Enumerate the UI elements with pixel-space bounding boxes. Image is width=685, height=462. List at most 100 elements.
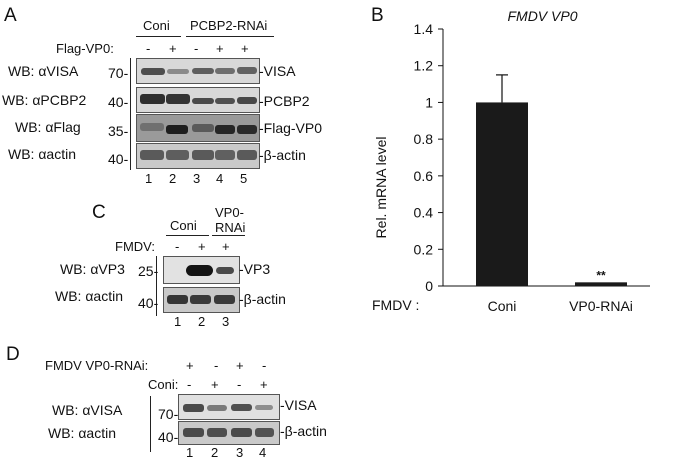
- panel-d-row1-label: FMDV VP0-RNAi:: [45, 358, 149, 373]
- blot-d-actin: [178, 421, 280, 445]
- panel-a-sign-5: +: [241, 41, 249, 56]
- x-tick-label: VP0-RNAi: [569, 298, 633, 314]
- blot-a-pcbp2: [136, 87, 260, 113]
- y-tick-label: 0.2: [414, 241, 434, 257]
- panel-b-letter: B: [371, 5, 384, 26]
- panel-a-lane-5: 5: [240, 171, 248, 186]
- band: [167, 69, 189, 74]
- band: [183, 428, 204, 437]
- panel-c-lane-3: 3: [222, 314, 230, 329]
- panel-a-mw-flag: 35-: [108, 123, 129, 139]
- panel-a-ab-actin: WB: αactin: [8, 146, 76, 162]
- band: [192, 98, 214, 104]
- band: [166, 94, 190, 104]
- panel-d-row1-sign-2: -: [214, 358, 219, 373]
- panel-a-sign-2: +: [169, 41, 177, 56]
- chart-title: FMDV VP0: [507, 8, 577, 24]
- band: [140, 94, 165, 104]
- panel-c-lane-1: 1: [174, 314, 182, 329]
- panel-a-mw-pcbp2: 40-: [108, 94, 129, 110]
- panel-b-row-label: FMDV :: [372, 297, 420, 313]
- panel-a-target-visa: -VISA: [259, 63, 296, 79]
- band: [216, 267, 234, 274]
- panel-d-lane-1: 1: [186, 445, 194, 460]
- band: [255, 405, 273, 410]
- y-tick-label: 1: [425, 94, 433, 110]
- band: [190, 295, 211, 304]
- x-tick-label: Coni: [488, 298, 517, 314]
- panel-c-sign-2: +: [198, 239, 206, 254]
- band: [192, 124, 214, 132]
- panel-c-target-vp3: -VP3: [239, 261, 271, 277]
- panel-d-letter: D: [6, 344, 20, 365]
- panel-c-group-rnai-2: RNAi: [215, 220, 246, 235]
- panel-d-lane-3: 3: [236, 445, 244, 460]
- panel-a-sign-1: -: [146, 41, 151, 56]
- blot-c-actin: [163, 287, 240, 313]
- blot-a-actin: [136, 143, 260, 169]
- panel-a-lane-4: 4: [216, 171, 224, 186]
- panel-c-rnai-underline: [212, 235, 245, 236]
- panel-d-mw-actin: 40-: [158, 429, 179, 445]
- panel-a-sign-4: +: [216, 41, 224, 56]
- panel-d-ab-visa: WB: αVISA: [52, 402, 123, 418]
- panel-d-row2-label: Coni:: [148, 377, 179, 392]
- panel-a-target-actin: -β-actin: [259, 147, 306, 163]
- panel-c-mw-actin: 40-: [138, 295, 159, 311]
- band: [192, 68, 214, 74]
- y-tick-label: 0.6: [414, 168, 434, 184]
- band: [186, 265, 213, 276]
- panel-c-letter: C: [92, 202, 106, 223]
- panel-a-group-rnai: PCBP2-RNAi: [190, 18, 268, 33]
- panel-c-coni-underline: [166, 235, 209, 236]
- panel-a-mw-actin: 40-: [108, 151, 129, 167]
- panel-a-lane-1: 1: [145, 171, 153, 186]
- panel-a-treatment-label: Flag-VP0:: [56, 41, 114, 56]
- panel-d-row2-sign-3: -: [237, 377, 242, 392]
- panel-a-lane-2: 2: [169, 171, 177, 186]
- panel-a-ab-visa: WB: αVISA: [8, 63, 79, 79]
- y-tick-label: 1.2: [414, 58, 434, 74]
- bar: [476, 102, 528, 286]
- blot-d-visa: [178, 394, 280, 420]
- band: [215, 125, 235, 134]
- band: [237, 125, 257, 134]
- band: [237, 67, 257, 74]
- y-tick-label: 0.8: [414, 131, 434, 147]
- panel-a-letter: A: [4, 5, 17, 26]
- panel-a-lane-3: 3: [193, 171, 201, 186]
- band: [215, 98, 235, 104]
- band: [140, 123, 164, 131]
- panel-c-target-actin: -β-actin: [239, 291, 286, 307]
- band: [231, 428, 252, 437]
- band: [237, 150, 257, 160]
- band: [166, 150, 189, 160]
- panel-c-divider: [156, 256, 157, 316]
- panel-c-group-coni: Coni: [170, 218, 197, 233]
- band: [214, 295, 235, 304]
- panel-a-target-flag: -Flag-VP0: [259, 120, 323, 136]
- blot-a-flag: [136, 114, 260, 142]
- band: [192, 150, 214, 160]
- blot-c-vp3: [163, 256, 240, 284]
- band: [166, 125, 188, 134]
- y-tick-label: 1.4: [414, 21, 434, 37]
- panel-d-row1-sign-3: +: [236, 358, 244, 373]
- band: [140, 150, 164, 160]
- panel-d-lane-4: 4: [259, 445, 267, 460]
- significance-marker: **: [596, 268, 606, 282]
- band: [215, 150, 235, 160]
- panel-a-sign-3: -: [194, 41, 199, 56]
- band: [183, 404, 204, 412]
- panel-d-row2-sign-1: -: [187, 377, 192, 392]
- panel-d-divider: [150, 396, 151, 452]
- panel-d-row2-sign-4: +: [260, 377, 268, 392]
- y-tick-label: 0: [425, 278, 433, 294]
- panel-a-rnai-underline: [186, 36, 274, 37]
- band: [231, 404, 252, 411]
- y-axis-label: Rel. mRNA level: [373, 137, 389, 239]
- panel-d-row1-sign-1: +: [186, 358, 194, 373]
- band: [207, 428, 227, 437]
- band: [215, 68, 235, 74]
